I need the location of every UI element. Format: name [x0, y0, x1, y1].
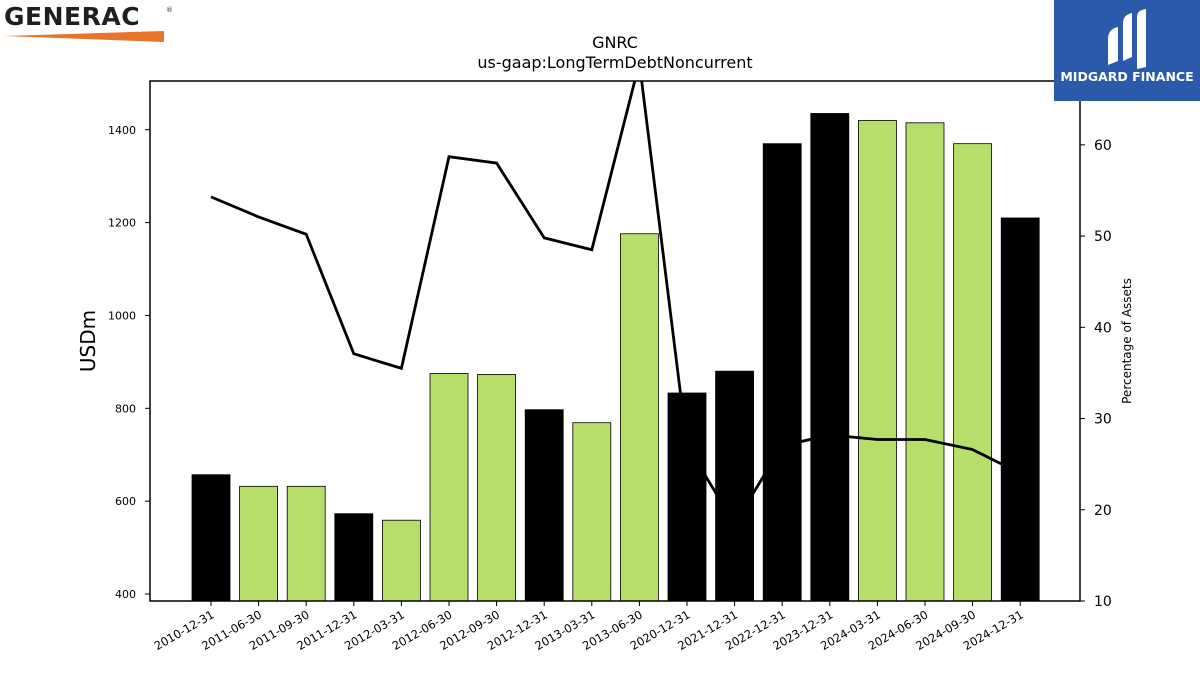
y-tick-label: 400	[115, 588, 136, 601]
bar-2011-09-30	[286, 485, 326, 601]
y2-tick-label: 40	[1094, 320, 1112, 336]
bar-2012-09-30	[477, 374, 517, 601]
bar-2012-03-31	[381, 519, 421, 601]
generac-logo-reg: ®	[166, 6, 173, 14]
y2-tick-label: 10	[1094, 594, 1112, 610]
y2-axis-label: Percentage of Assets	[1120, 278, 1134, 404]
generac-swoosh-icon	[4, 31, 164, 42]
y-tick-label: 600	[115, 495, 136, 508]
chart-title: GNRC	[592, 33, 638, 52]
y2-tick-label: 50	[1094, 229, 1112, 245]
bar-2013-06-30	[620, 233, 659, 601]
y-tick-label: 800	[115, 402, 136, 415]
midgard-emblem-icon	[1108, 9, 1146, 69]
y-tick-label: 1000	[108, 309, 136, 322]
y2-tick-label: 30	[1094, 412, 1112, 428]
midgard-logo-text: MIDGARD FINANCE	[1060, 69, 1194, 84]
y-axis-left: 400 600 800 1000 1200 1400	[108, 124, 150, 601]
bar-2023-12-31	[810, 113, 850, 601]
midgard-finance-logo: MIDGARD FINANCE	[1054, 0, 1200, 101]
bar-2011-12-31	[334, 513, 374, 601]
generac-logo: GENERAC ®	[4, 4, 174, 44]
bar-2012-12-31	[524, 409, 564, 601]
bar-2024-06-30	[905, 122, 945, 601]
y-tick-label: 1200	[108, 217, 136, 230]
percentage-line	[210, 81, 1021, 527]
x-axis: 2010-12-312011-06-302011-09-302011-12-31…	[152, 601, 1026, 653]
bar-2012-06-30	[429, 373, 469, 601]
plot-frame	[149, 80, 1081, 602]
bar-2013-03-31	[572, 422, 612, 601]
bar-2022-12-31	[762, 143, 802, 601]
bar-2024-03-31	[858, 120, 897, 601]
bar-group	[191, 113, 1040, 601]
line-group	[210, 81, 1021, 527]
bar-2010-12-31	[191, 474, 231, 601]
bar-2021-12-31	[715, 370, 754, 601]
y2-tick-label: 60	[1094, 138, 1112, 154]
y-axis-right: 10 20 30 40 50 60	[1080, 138, 1112, 610]
chart-subtitle: us-gaap:LongTermDebtNoncurrent	[477, 53, 752, 72]
generac-logo-text: GENERAC	[4, 2, 141, 31]
bar-2024-12-31	[1000, 217, 1040, 601]
y-axis-label: USDm	[76, 310, 100, 372]
bar-2024-09-30	[953, 143, 992, 601]
y-tick-label: 1400	[108, 124, 136, 137]
bar-2011-06-30	[239, 485, 279, 601]
bar-2020-12-31	[667, 392, 707, 601]
y2-tick-label: 20	[1094, 503, 1112, 519]
